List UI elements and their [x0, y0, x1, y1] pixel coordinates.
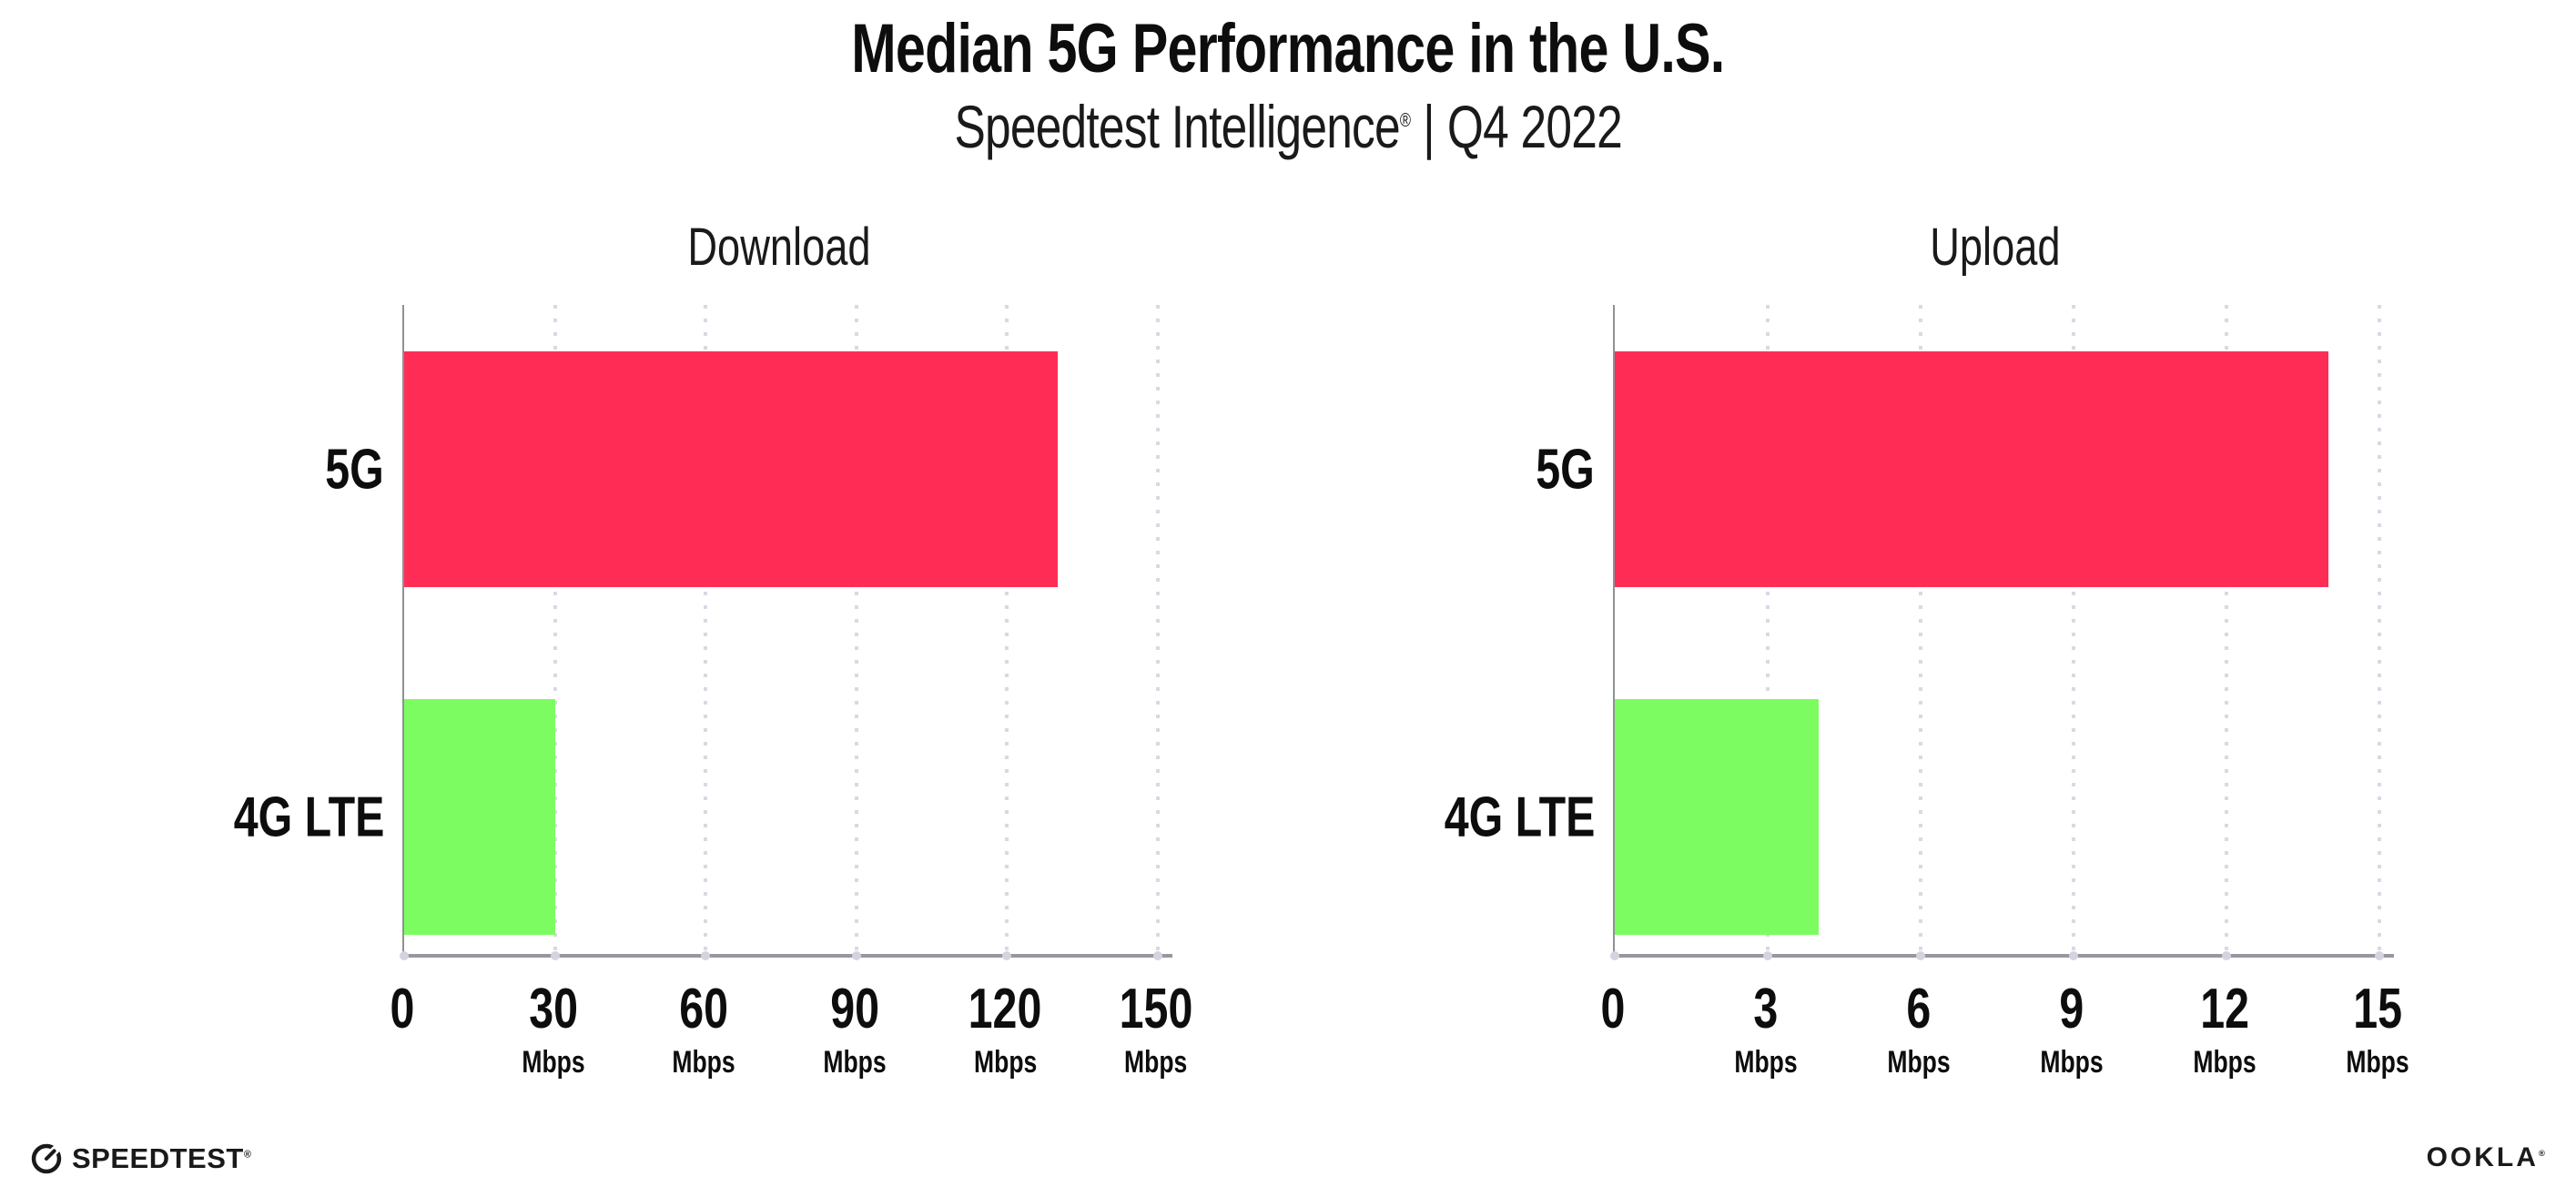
bar-5g-upload: [1615, 351, 2328, 588]
axis-tick-dot-0: [400, 951, 409, 960]
speedtest-wordmark: SPEEDTEST®: [72, 1142, 252, 1174]
axis-tick-dot-3: [1763, 951, 1772, 960]
speedtest-gauge-icon: [31, 1143, 62, 1174]
page-subtitle: Speedtest Intelligence® | Q4 2022: [0, 93, 2576, 162]
tick-unit: Mbps: [1887, 1045, 1951, 1080]
registered-trademark-icon: ®: [1399, 109, 1411, 131]
tick-value: 60: [679, 978, 729, 1040]
tick-unit: Mbps: [521, 1045, 585, 1080]
download-chart: Download 5G 4G LTE 0 30 Mbps 60 Mbps 90 Mbps 120…: [233, 0, 1192, 1197]
header: Median 5G Performance in the U.S. Speedt…: [0, 11, 2576, 161]
x-tick-9: 9 Mbps: [2032, 978, 2113, 1080]
registered-trademark-icon: ®: [2538, 1149, 2545, 1159]
x-tick-3: 3 Mbps: [1726, 978, 1807, 1080]
bar-4g-lte-download: [404, 699, 555, 936]
tick-value: 6: [1906, 978, 1932, 1040]
x-tick-6: 6 Mbps: [1879, 978, 1960, 1080]
axis-tick-dot-60: [701, 951, 711, 960]
tick-value: 9: [2059, 978, 2084, 1040]
page-title-text: Median 5G Performance in the U.S.: [851, 10, 1725, 87]
tick-unit: Mbps: [2193, 1045, 2257, 1080]
x-tick-12: 12 Mbps: [2185, 978, 2266, 1080]
axis-tick-dot-6: [1916, 951, 1925, 960]
gridline-9: [2072, 305, 2075, 956]
upload-chart: Upload 5G 4G LTE 0 3 Mbps 6 Mbps 9 Mbps 12 Mbps 15…: [1444, 0, 2409, 1197]
x-tick-0: 0: [1597, 981, 1628, 1038]
subtitle-divider: |: [1423, 92, 1435, 160]
bar-4g-lte-upload: [1615, 699, 1819, 936]
x-axis-line: [1613, 954, 2394, 958]
gridline-150: [1156, 305, 1160, 956]
subtitle-brand: Speedtest Intelligence: [954, 92, 1400, 160]
axis-tick-dot-0: [1610, 951, 1619, 960]
gridline-60: [704, 305, 708, 956]
category-label-4g-lte: 4G LTE: [233, 786, 384, 849]
gridline-120: [1005, 305, 1009, 956]
tick-value: 120: [969, 978, 1042, 1040]
x-tick-90: 90 Mbps: [814, 978, 895, 1080]
axis-tick-dot-150: [1153, 951, 1162, 960]
gridline-30: [553, 305, 557, 956]
gridline-90: [854, 305, 858, 956]
upload-plot-area: 5G 4G LTE: [1444, 305, 2394, 960]
axis-tick-dot-12: [2222, 951, 2231, 960]
axis-tick-dot-15: [2375, 951, 2384, 960]
upload-chart-title: Upload: [1930, 218, 2061, 277]
tick-value: 30: [528, 978, 578, 1040]
tick-unit: Mbps: [973, 1045, 1038, 1080]
tick-value: 3: [1753, 978, 1779, 1040]
axis-tick-dot-30: [550, 951, 560, 960]
x-tick-15: 15 Mbps: [2338, 978, 2419, 1080]
tick-value: 15: [2353, 978, 2402, 1040]
tick-unit: Mbps: [672, 1045, 735, 1080]
gridline-3: [1766, 305, 1770, 956]
speedtest-logo: SPEEDTEST®: [30, 1142, 251, 1175]
tick-value: 0: [1600, 978, 1626, 1040]
page-title: Median 5G Performance in the U.S.: [0, 11, 2576, 87]
x-axis-line: [402, 954, 1172, 958]
axis-tick-dot-120: [1002, 951, 1012, 960]
x-tick-0: 0: [387, 981, 418, 1038]
x-tick-150: 150 Mbps: [1109, 978, 1202, 1080]
ookla-wordmark: OOKLA: [2426, 1142, 2539, 1172]
gridline-12: [2225, 305, 2228, 956]
tick-value: 0: [390, 978, 415, 1040]
tick-unit: Mbps: [2040, 1045, 2104, 1080]
bar-5g-download: [404, 351, 1058, 588]
tick-unit: Mbps: [2346, 1045, 2409, 1080]
tick-value: 12: [2200, 978, 2249, 1040]
x-tick-60: 60 Mbps: [664, 978, 745, 1080]
axis-tick-dot-90: [851, 951, 861, 960]
registered-trademark-icon: ®: [243, 1149, 252, 1161]
category-label-5g: 5G: [325, 438, 384, 502]
category-label-4g-lte: 4G LTE: [1444, 786, 1595, 849]
tick-value: 150: [1119, 978, 1193, 1040]
tick-unit: Mbps: [1734, 1045, 1798, 1080]
x-tick-120: 120 Mbps: [958, 978, 1052, 1080]
tick-value: 90: [829, 978, 879, 1040]
download-chart-title: Download: [687, 218, 871, 277]
ookla-logo: OOKLA®: [2427, 1142, 2545, 1173]
axis-tick-dot-9: [2069, 951, 2078, 960]
download-plot-area: 5G 4G LTE: [233, 305, 1172, 960]
tick-unit: Mbps: [1124, 1045, 1188, 1080]
gridline-15: [2378, 305, 2381, 956]
subtitle-period: Q4 2022: [1446, 92, 1623, 160]
x-tick-30: 30 Mbps: [512, 978, 593, 1080]
category-label-5g: 5G: [1536, 438, 1595, 502]
gridline-6: [1919, 305, 1922, 956]
tick-unit: Mbps: [823, 1045, 887, 1080]
